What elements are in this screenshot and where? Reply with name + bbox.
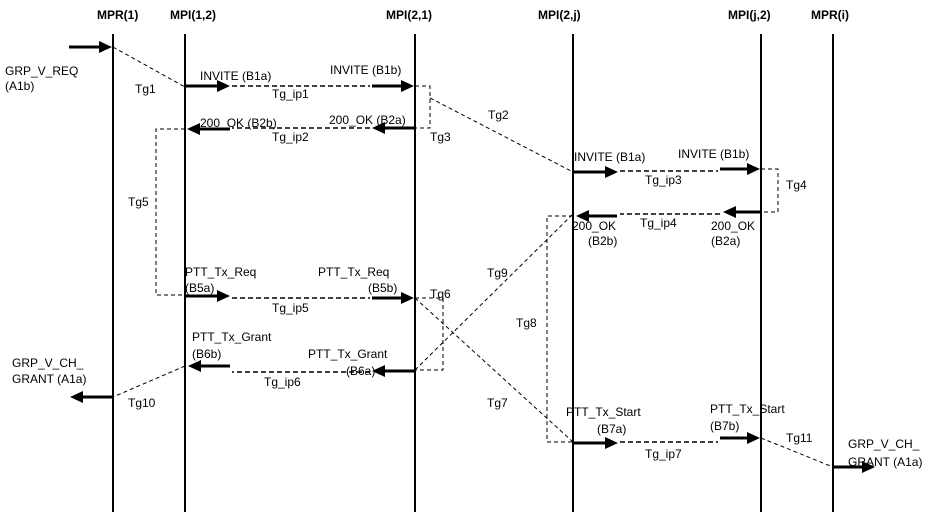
- invite-b1b-left-label: INVITE (B1b): [330, 63, 401, 77]
- tg4-label: Tg4: [786, 178, 807, 192]
- ptt-start-b7b-ref: (B7b): [710, 419, 739, 433]
- ok-b2b-right-ref: (B2b): [588, 234, 617, 248]
- ok-b2b-left-arrow: [187, 123, 230, 135]
- ptt-grant-b6a-label: PTT_Tx_Grant: [308, 347, 388, 361]
- tg8-label: Tg8: [516, 316, 537, 330]
- entity-mpi-j-2: MPI(j,2): [728, 8, 771, 22]
- grp-v-ch-grant-right-ref: GRANT (A1a): [848, 455, 922, 469]
- ptt-grant-b6b-label: PTT_Tx_Grant: [192, 330, 272, 344]
- tg5-label: Tg5: [128, 195, 149, 209]
- tg7-path: [414, 297, 574, 443]
- entity-mpr-i: MPR(i): [811, 8, 849, 22]
- ptt-start-b7a-ref: (B7a): [597, 422, 626, 436]
- tg-ip5-label: Tg_ip5: [272, 301, 309, 315]
- tg1-path: [112, 46, 186, 88]
- tg10-label: Tg10: [128, 396, 156, 410]
- ptt-req-b5b-ref: (B5b): [368, 281, 397, 295]
- grp-v-req-arrow: [69, 41, 112, 53]
- tg2-label: Tg2: [488, 108, 509, 122]
- entity-mpi-2-j: MPI(2,j): [538, 8, 581, 22]
- ptt-req-b5b-label: PTT_Tx_Req: [318, 265, 389, 279]
- ok-b2a-left-label: 200_OK (B2a): [329, 113, 406, 127]
- tg-ip3-label: Tg_ip3: [645, 173, 682, 187]
- ptt-req-b5a-arrow: [185, 290, 230, 302]
- ptt-req-b5a-ref: (B5a): [185, 281, 214, 295]
- ptt-req-b5b-arrow: [372, 292, 414, 304]
- invite-b1a-left-label: INVITE (B1a): [200, 69, 271, 83]
- tg-ip7-label: Tg_ip7: [645, 447, 682, 461]
- tg-ip2-label: Tg_ip2: [272, 130, 309, 144]
- tg6-loop: [415, 297, 444, 371]
- tg7-label: Tg7: [487, 396, 508, 410]
- grp-v-ch-grant-left-label: GRP_V_CH_: [12, 356, 84, 370]
- ptt-req-b5a-label: PTT_Tx_Req: [185, 265, 256, 279]
- invite-b1b-left-arrow: [372, 80, 414, 92]
- ok-b2a-right-arrow: [723, 206, 761, 218]
- ok-b2b-right-arrow: [576, 210, 617, 222]
- ok-b2a-left-arrow: [372, 122, 415, 134]
- tg10-path: [112, 365, 186, 398]
- ok-b2b-left-label: 200_OK (B2b): [200, 116, 277, 130]
- tg-ip1-label: Tg_ip1: [272, 87, 309, 101]
- ptt-grant-b6a-arrow: [372, 365, 415, 377]
- tg5-loop: [155, 128, 185, 296]
- invite-b1a-left-arrow: [185, 80, 230, 92]
- tg9-label: Tg9: [487, 266, 508, 280]
- ptt-start-b7b-label: PTT_Tx_Start: [710, 402, 785, 416]
- tg-ip4-label: Tg_ip4: [640, 216, 677, 230]
- ok-b2b-right-label: 200_OK: [572, 219, 616, 233]
- tg3-label: Tg3: [430, 130, 451, 144]
- grp-v-ch-grant-right-arrow: [833, 461, 875, 473]
- ptt-start-b7b-arrow: [720, 432, 760, 444]
- entity-mpi-2-1: MPI(2,1): [386, 8, 432, 22]
- grp-v-ch-grant-right-label: GRP_V_CH_: [848, 437, 920, 451]
- tg4-loop: [761, 168, 779, 213]
- tg11-label: Tg11: [786, 431, 813, 445]
- tg2-path: [429, 97, 574, 173]
- tg11-path: [760, 437, 834, 468]
- ok-b2a-right-ref: (B2a): [711, 234, 740, 248]
- ptt-start-b7a-arrow: [573, 437, 618, 449]
- grp-v-ch-grant-left-ref: GRANT (A1a): [12, 372, 86, 386]
- tg3-loop: [415, 85, 431, 129]
- ok-b2a-right-label: 200_OK: [711, 219, 755, 233]
- grp-v-ch-grant-left-arrow: [70, 391, 113, 403]
- entity-mpr-1: MPR(1): [97, 8, 138, 22]
- tg-ip6-label: Tg_ip6: [264, 375, 301, 389]
- grp-v-req-ref: (A1b): [5, 79, 34, 93]
- invite-b1a-right-arrow: [573, 166, 618, 178]
- invite-b1b-right-label: INVITE (B1b): [678, 147, 749, 161]
- invite-b1b-right-arrow: [720, 163, 760, 175]
- invite-b1a-right-label: INVITE (B1a): [574, 150, 645, 164]
- ptt-grant-b6b-arrow: [188, 360, 230, 372]
- tg1-label: Tg1: [135, 82, 156, 96]
- grp-v-req-label: GRP_V_REQ: [5, 64, 78, 78]
- ptt-grant-b6a-ref: (B6a): [346, 364, 375, 378]
- ptt-grant-b6b-ref: (B6b): [192, 347, 221, 361]
- tg6-label: Tg6: [430, 287, 451, 301]
- entity-mpi-1-2: MPI(1,2): [170, 8, 216, 22]
- ptt-start-b7a-label: PTT_Tx_Start: [566, 405, 641, 419]
